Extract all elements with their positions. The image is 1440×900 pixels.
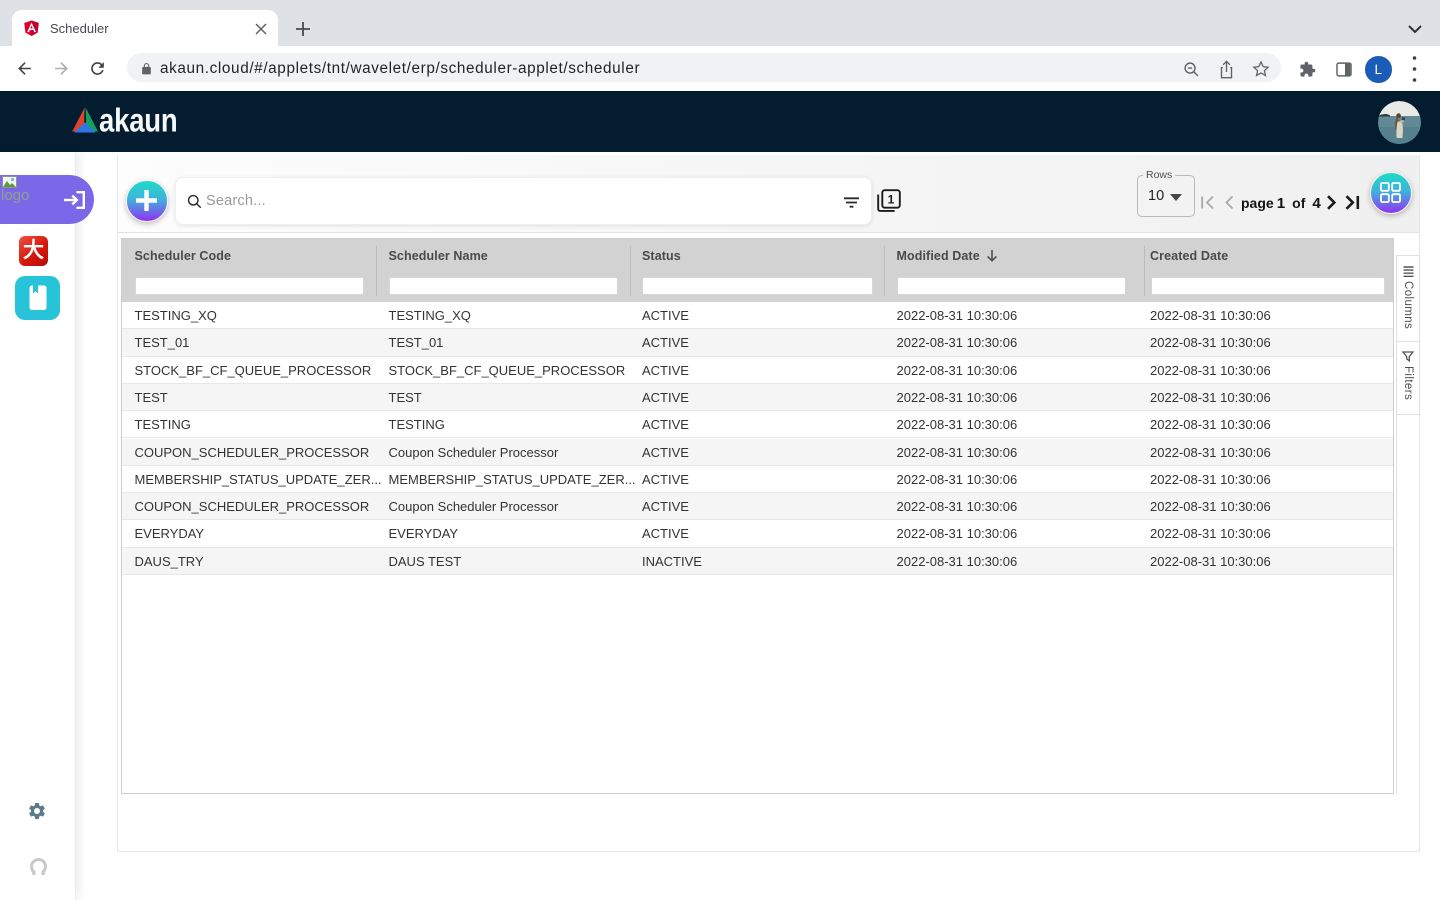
svg-text:1: 1	[888, 193, 895, 207]
